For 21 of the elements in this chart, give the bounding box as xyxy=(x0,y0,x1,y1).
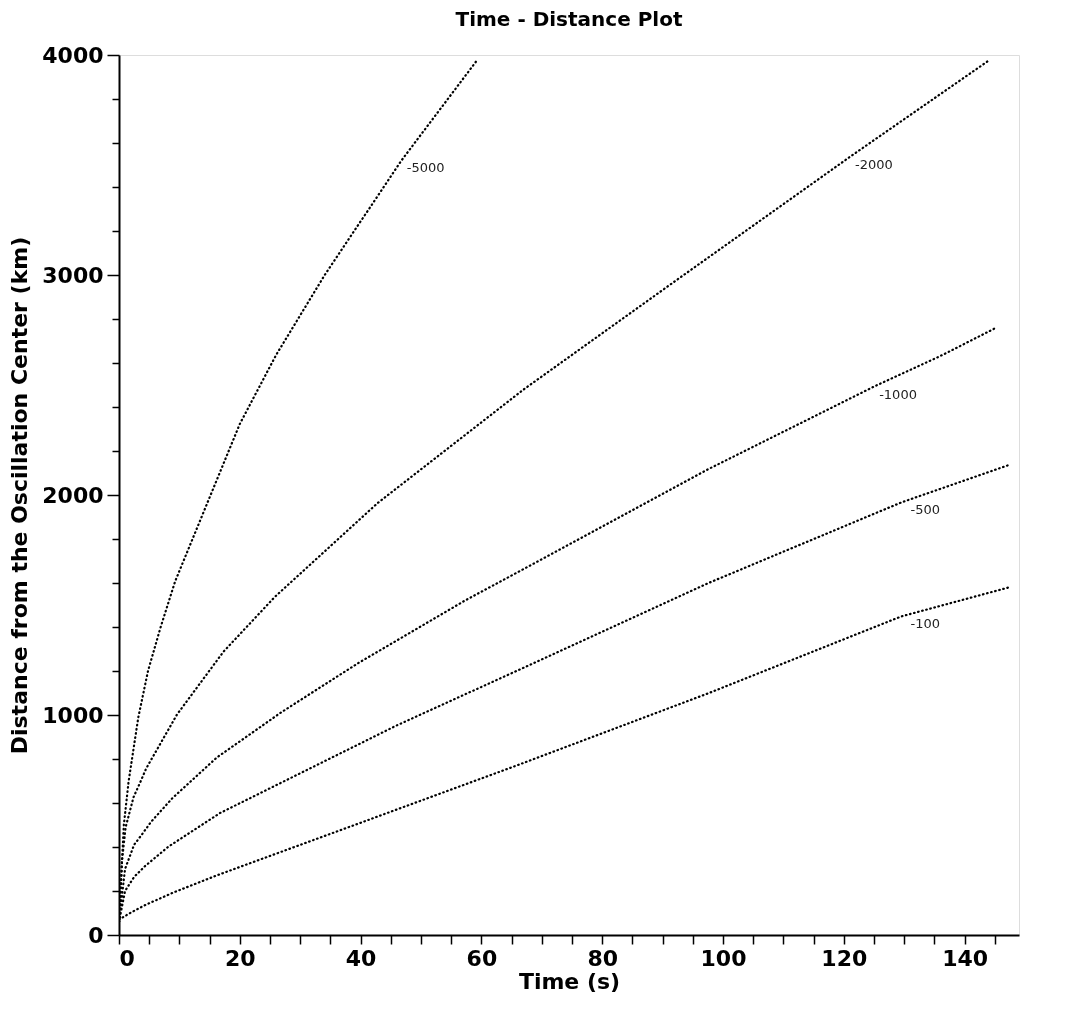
series-label: -500 xyxy=(910,502,940,518)
x-tick-label: 80 xyxy=(587,945,619,971)
x-tick-label: 140 xyxy=(942,945,989,971)
y-tick-label: 1000 xyxy=(42,702,104,728)
y-tick-label: 2000 xyxy=(42,482,104,508)
y-tick-label: 4000 xyxy=(42,42,104,68)
x-tick-label: 20 xyxy=(224,945,256,971)
x-tick-label: 100 xyxy=(700,945,747,971)
series-label: -2000 xyxy=(854,156,893,172)
series-label: -100 xyxy=(910,616,940,632)
x-tick-label: 120 xyxy=(821,945,868,971)
x-tick-label: 0 xyxy=(119,945,135,971)
y-tick-label: 3000 xyxy=(42,262,104,288)
y-tick-label: 0 xyxy=(88,922,104,948)
x-axis-title: Time (s) xyxy=(518,968,621,994)
x-tick-label: 40 xyxy=(345,945,377,971)
chart-title: Time - Distance Plot xyxy=(455,7,683,31)
series-label: -5000 xyxy=(406,160,445,176)
series-label: -1000 xyxy=(879,386,917,402)
x-tick-label: 60 xyxy=(466,945,498,971)
y-axis-title: Distance from the Oscillation Center (km) xyxy=(7,236,33,755)
